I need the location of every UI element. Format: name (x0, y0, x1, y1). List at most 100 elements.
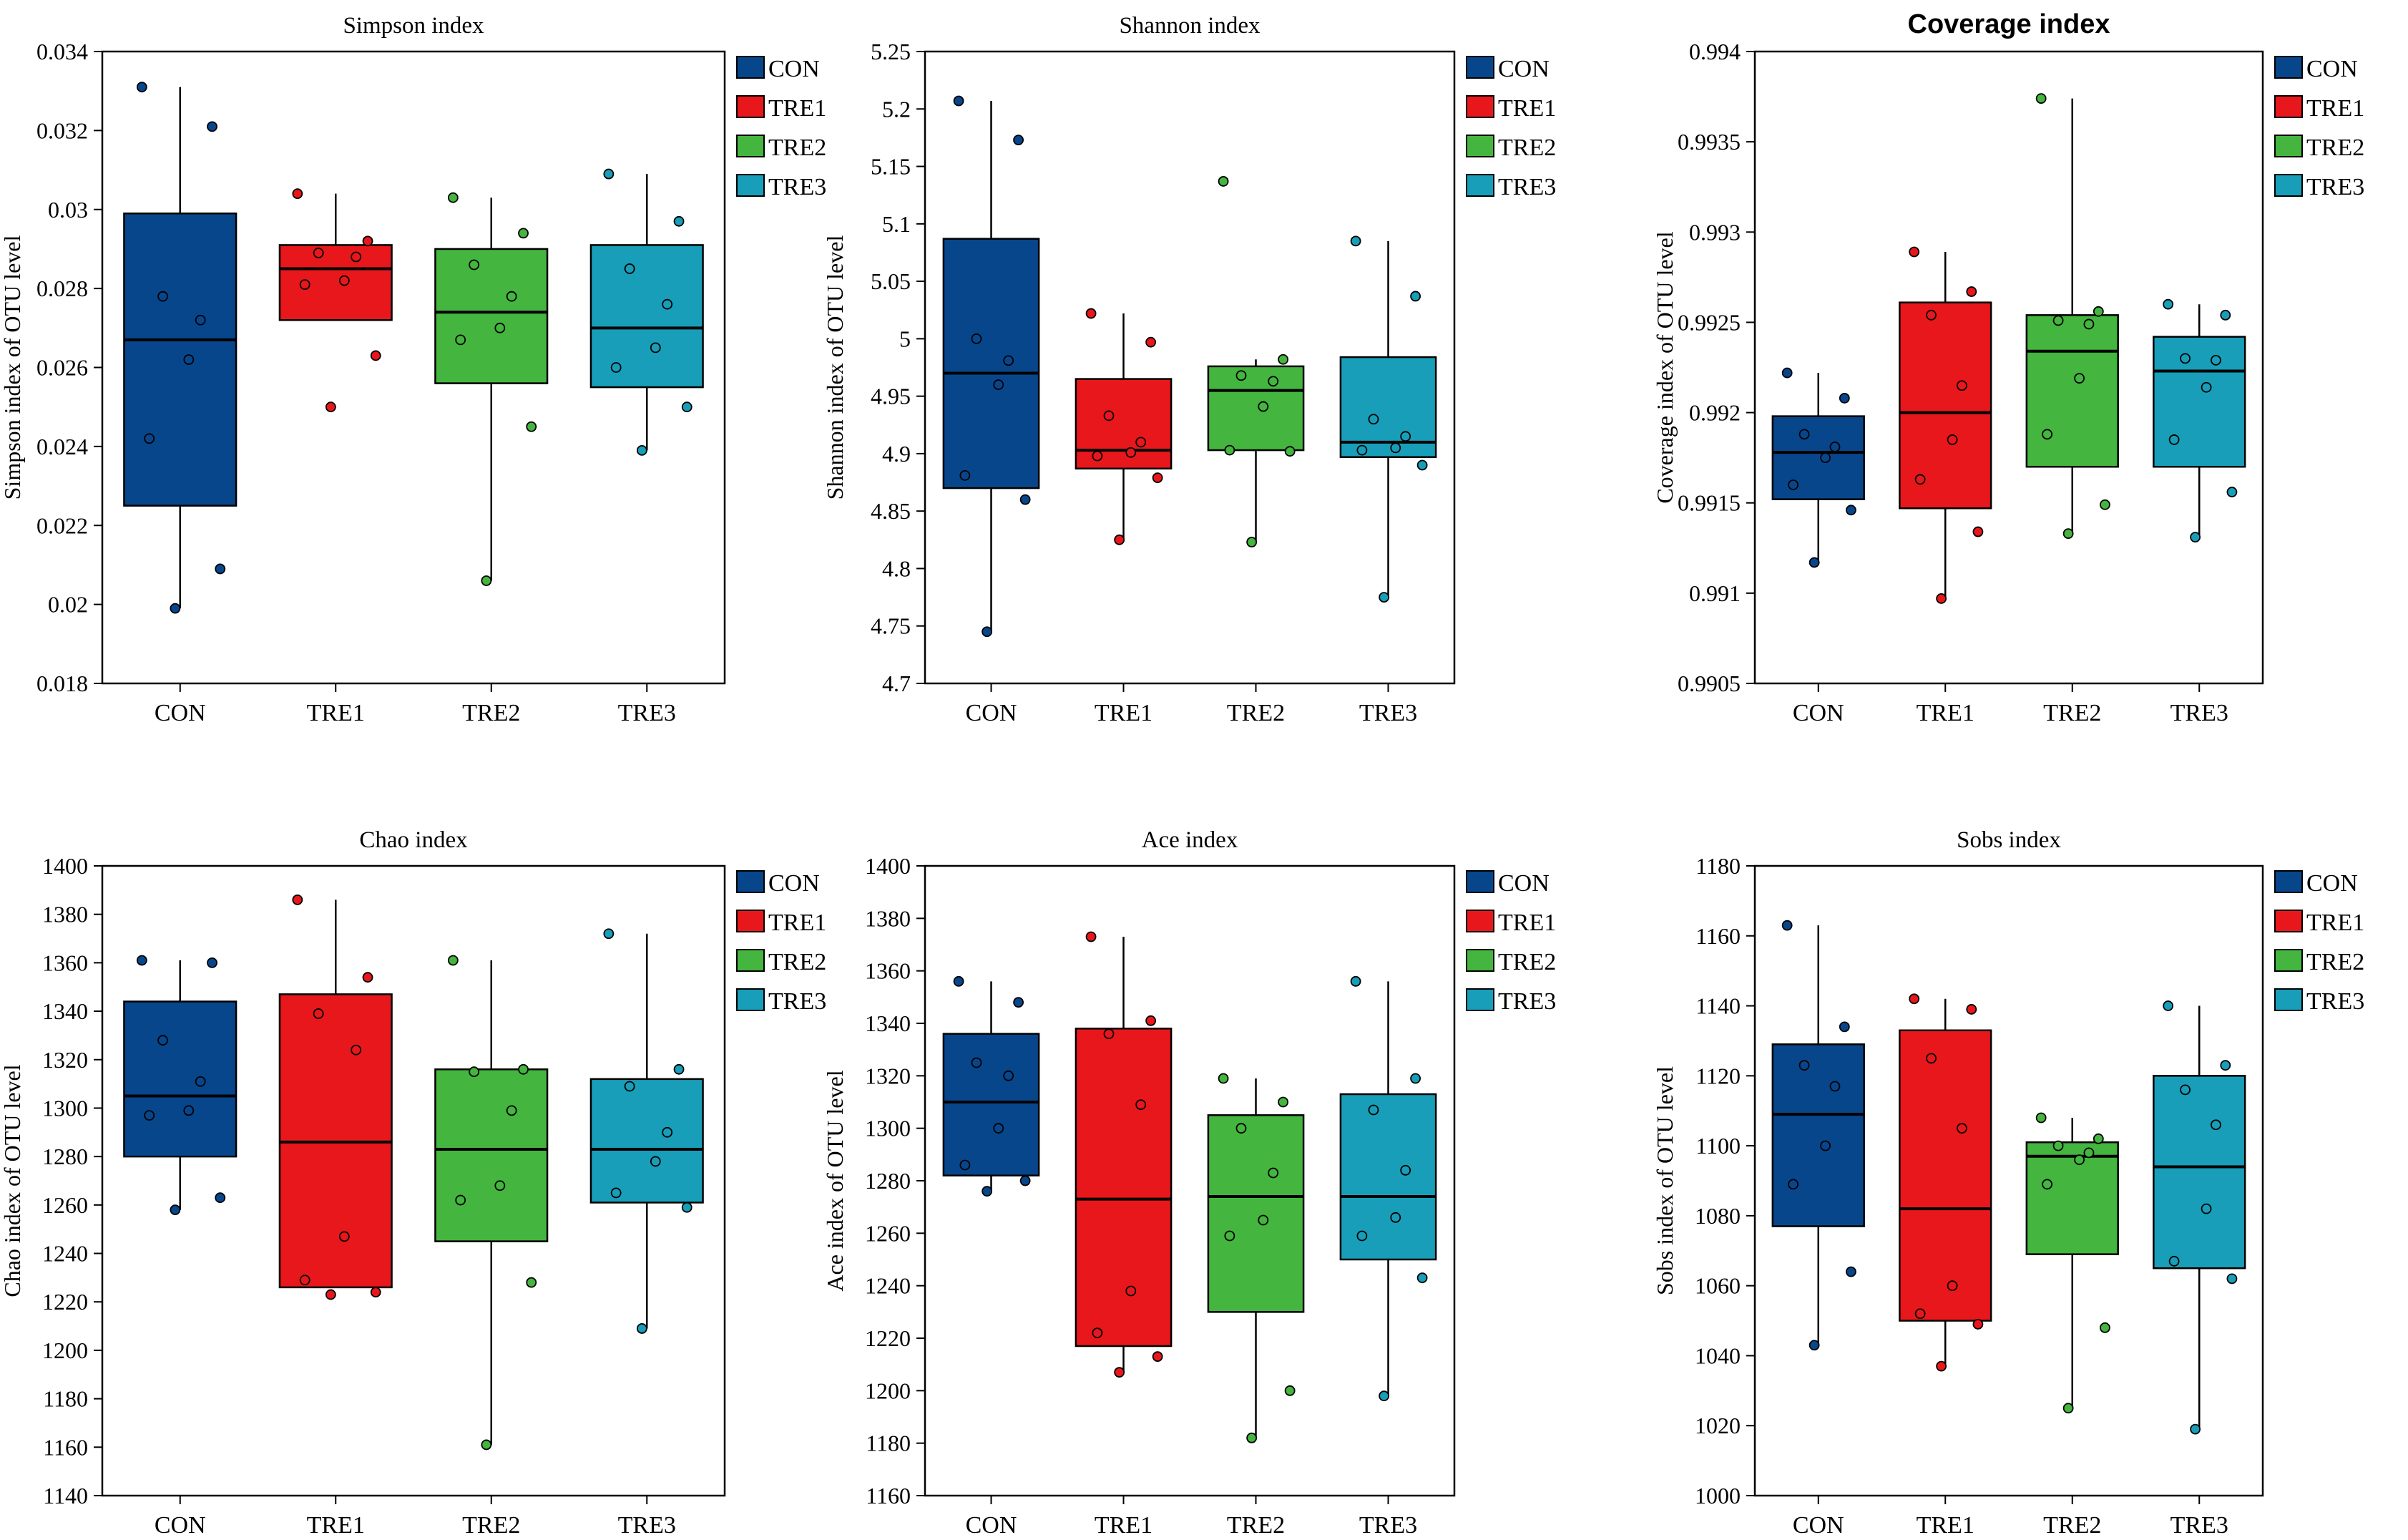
legend-label: CON (2306, 56, 2358, 82)
y-tick-label: 4.8 (882, 555, 911, 581)
data-point (982, 626, 993, 638)
data-point (2201, 1203, 2212, 1214)
y-tick-label: 1220 (865, 1325, 911, 1351)
data-point (469, 259, 480, 271)
y-tick-label: 1020 (1695, 1413, 1741, 1438)
data-point (971, 333, 982, 344)
data-point (1914, 1308, 1926, 1320)
data-point (1947, 434, 1958, 445)
data-point (2163, 1000, 2174, 1011)
x-tick-label: TRE1 (1095, 700, 1152, 726)
data-point (338, 275, 350, 286)
box-body (2025, 1141, 2119, 1255)
data-point (362, 235, 373, 247)
data-point (362, 972, 373, 983)
data-point (1152, 1351, 1163, 1363)
chart-title: Sobs index (1957, 827, 2061, 853)
data-point (1798, 429, 1810, 440)
y-tick-label: 1200 (42, 1337, 88, 1363)
y-axis-label: Chao index of OTU level (0, 1064, 25, 1297)
legend-label: TRE2 (768, 135, 826, 161)
data-point (1258, 401, 1269, 412)
box-tre3 (1339, 235, 1437, 603)
y-tick-label: 4.9 (882, 441, 911, 467)
data-point (953, 975, 964, 987)
data-point (2163, 298, 2174, 310)
y-tick-label: 1280 (865, 1168, 911, 1194)
data-point (170, 603, 181, 614)
data-point (1798, 1060, 1810, 1071)
y-tick-label: 1180 (1695, 853, 1741, 879)
y-tick-label: 4.95 (871, 384, 911, 409)
box-body (589, 244, 704, 389)
data-point (1013, 135, 1024, 146)
y-tick-label: 1380 (42, 902, 88, 927)
y-tick-label: 1320 (42, 1047, 88, 1073)
data-point (1145, 1015, 1156, 1026)
y-tick-label: 1360 (865, 958, 911, 984)
data-point (518, 1063, 529, 1075)
y-tick-label: 1040 (1695, 1342, 1741, 1368)
data-point (959, 470, 971, 481)
data-point (1368, 1104, 1379, 1116)
data-point (1379, 1390, 1390, 1402)
data-point (650, 1156, 661, 1167)
data-point (1019, 1175, 1031, 1186)
y-tick-label: 1400 (42, 853, 88, 879)
box-body (1899, 1029, 1992, 1322)
box-body (1075, 1028, 1173, 1348)
data-point (2220, 1060, 2231, 1071)
data-point (971, 1057, 982, 1068)
data-point (1125, 1285, 1137, 1297)
data-point (2211, 1119, 2221, 1131)
y-axis-label: Ace index of OTU level (822, 1070, 848, 1291)
data-point (1013, 997, 1024, 1008)
plot-frame (924, 864, 1456, 1497)
legend: CON TRE1 TRE2 TRE3 (1466, 56, 1556, 200)
data-point (506, 1105, 517, 1116)
data-point (603, 928, 615, 940)
box-body (1207, 1114, 1305, 1313)
box-tre3 (589, 928, 704, 1334)
y-tick-label: 0.03 (48, 197, 88, 223)
box-tre3 (2153, 1000, 2246, 1435)
y-tick-label: 4.7 (882, 671, 911, 696)
legend-swatch (1466, 135, 1494, 157)
box-con (1771, 367, 1865, 568)
y-tick-label: 5.05 (871, 268, 911, 294)
y-tick-label: 1180 (43, 1386, 88, 1412)
box-tre3 (2153, 298, 2246, 543)
data-point (662, 298, 673, 310)
data-point (1092, 450, 1103, 462)
data-point (1003, 1070, 1014, 1081)
legend-label: TRE2 (2306, 135, 2364, 161)
data-point (1909, 993, 1920, 1005)
y-tick-label: 1400 (865, 853, 911, 879)
y-tick-label: 0.026 (36, 355, 88, 381)
data-point (1284, 446, 1296, 457)
legend-swatch (2274, 910, 2303, 932)
data-point (1125, 447, 1137, 458)
data-point (650, 342, 661, 354)
box-tre1 (1899, 993, 1992, 1372)
data-point (2226, 487, 2238, 497)
legend-swatch (1466, 988, 1494, 1011)
data-point (481, 575, 492, 586)
legend-label: TRE3 (1498, 988, 1556, 1015)
y-tick-label: 1300 (865, 1116, 911, 1141)
y-tick-label: 5 (899, 326, 911, 351)
box-body (1339, 356, 1437, 458)
box-tre1 (278, 188, 393, 413)
data-point (526, 1277, 537, 1288)
y-axis-label: Coverage index of OTU level (1652, 231, 1678, 503)
data-point (1416, 459, 1428, 471)
legend-swatch (1466, 95, 1494, 118)
data-point (1019, 494, 1031, 505)
data-point (1145, 336, 1156, 348)
data-point (1809, 1340, 1820, 1351)
legend-swatch (2274, 870, 2303, 893)
y-tick-label: 1160 (1695, 923, 1741, 949)
data-point (1390, 1212, 1401, 1223)
data-point (313, 1008, 324, 1019)
y-tick-label: 0.993 (1689, 219, 1741, 245)
